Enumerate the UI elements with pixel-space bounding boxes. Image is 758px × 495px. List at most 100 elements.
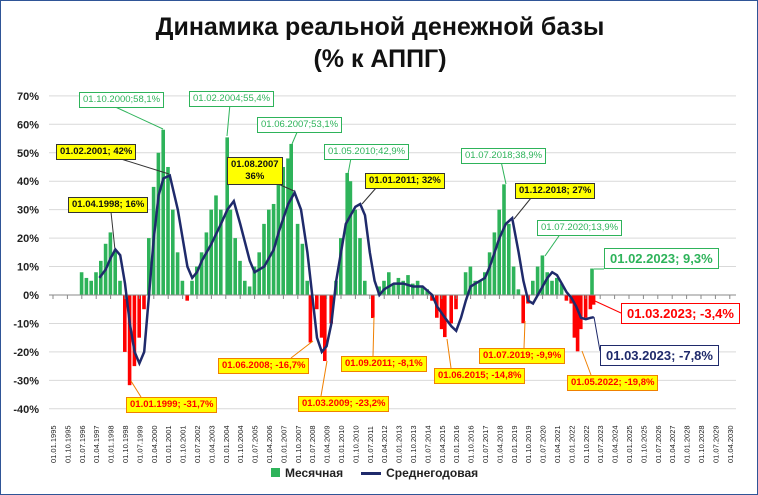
bar-monthly [185,295,189,301]
x-tick-label: 01.07.1996 [78,425,87,463]
bar-monthly [219,209,223,295]
annotation-leader [544,232,562,257]
bar-monthly [583,295,588,318]
annotation-min-2015: 01.06.2015; -14,8% [434,368,526,384]
bar-monthly [79,272,84,295]
bar-monthly [353,209,357,295]
legend: Месячная Среднегодовая [271,466,478,480]
bar-monthly [492,232,497,295]
bar-monthly [454,295,458,310]
bar-monthly [276,181,281,295]
x-tick-label: 01.01.2007 [279,425,288,463]
annotation-leader [290,340,314,359]
bar-monthly [516,289,521,295]
x-tick-label: 01.07.2014 [423,425,432,463]
x-tick-label: 01.10.2022 [582,425,591,463]
bar-monthly [401,280,405,295]
bar-monthly [166,166,170,295]
annotation-leader [581,350,592,376]
annotation-min-2008: 01.06.2008; -16,7% [218,358,310,374]
bar-monthly [204,232,209,295]
annotation-last-monthly-positive: 01.02.2023; 9,3% [604,248,719,269]
bar-monthly [497,209,501,295]
x-tick-label: 01.10.2019 [524,425,533,463]
bar-monthly [190,280,194,295]
bar-monthly [363,280,367,295]
annotation-peak-2010: 01.05.2010;42,9% [324,144,410,160]
annotation-avg-2007-date: 01.08.2007 [231,159,279,170]
bar-monthly [521,295,525,324]
annotation-leader [523,320,526,349]
x-tick-label: 01.10.1995 [63,425,72,463]
annotation-peak-2018: 01.07.2018;38,9% [461,148,547,164]
bar-monthly [113,249,117,295]
bar-monthly [590,268,594,295]
bar-monthly [564,295,569,301]
bar-monthly [540,255,545,295]
annotation-leader [226,103,231,137]
x-tick-label: 01.04.2030 [726,425,735,463]
x-tick-label: 01.04.2015 [438,425,447,463]
bar-monthly [559,283,564,295]
bar-monthly [449,295,453,324]
annotation-avg-2007-value: 36% [245,171,265,182]
annotation-avg-2007: 01.08.2007 36% [227,157,283,185]
bar-monthly [588,295,593,310]
x-tick-label: 01.07.2023 [596,425,605,463]
bar-monthly [161,129,165,295]
y-tick-label: 0% [23,290,39,302]
x-tick-label: 01.07.2002 [193,425,202,463]
bar-monthly [123,295,127,352]
x-tick-label: 01.01.1995 [49,425,58,463]
bar-monthly [535,266,540,295]
x-tick-label: 01.07.1999 [135,425,144,463]
x-tick-label: 01.07.2020 [539,425,548,463]
x-tick-label: 01.01.2016 [452,425,461,463]
annotation-leader [110,211,116,251]
bar-monthly [180,280,185,295]
bar-monthly [420,286,425,295]
chart-title: Динамика реальной денежной базы [155,13,605,41]
x-tick-label: 01.04.2018 [495,425,504,463]
bar-monthly [430,295,434,301]
bar-monthly [289,143,293,295]
bar-monthly [295,223,300,295]
legend-swatch-monthly [271,468,280,477]
bar-monthly [531,280,535,295]
annotation-peak-2020: 01.07.2020;13,9% [537,220,623,236]
annotation-leader [361,187,377,205]
bar-monthly [228,209,233,295]
annotation-avg-2001: 01.02.2001; 42% [56,144,137,160]
bar-monthly [156,152,161,295]
bar-monthly [545,272,549,295]
bar-monthly [575,295,580,352]
bar-monthly [348,181,353,295]
bar-monthly [267,209,271,295]
annotation-leader [110,104,164,130]
annotation-leader [372,316,375,357]
bar-monthly [323,295,327,362]
annotation-avg-2011: 01.01.2011; 32% [365,173,445,189]
y-tick-label: 60% [17,119,39,131]
bar-monthly [199,252,204,295]
bar-monthly [89,280,93,295]
x-tick-label: 01.07.2005 [251,425,260,463]
x-tick-label: 01.04.2003 [207,425,216,463]
annotation-leader [446,338,452,369]
x-tick-label: 01.01.2001 [164,425,173,463]
annotation-min-2019: 01.07.2019; -9,9% [479,348,566,364]
bar-monthly [329,295,333,324]
annotation-leader [320,360,328,397]
bar-monthly [415,280,420,295]
bar-monthly [233,238,237,295]
x-tick-label: 01.10.2013 [409,425,418,463]
y-tick-label: -10% [13,318,39,330]
annotation-leader [347,157,352,175]
bar-monthly [225,137,229,295]
bar-monthly [286,158,290,295]
bar-monthly [132,295,137,367]
bar-monthly [550,280,554,295]
y-tick-label: 50% [17,148,39,160]
bar-monthly [257,252,261,295]
